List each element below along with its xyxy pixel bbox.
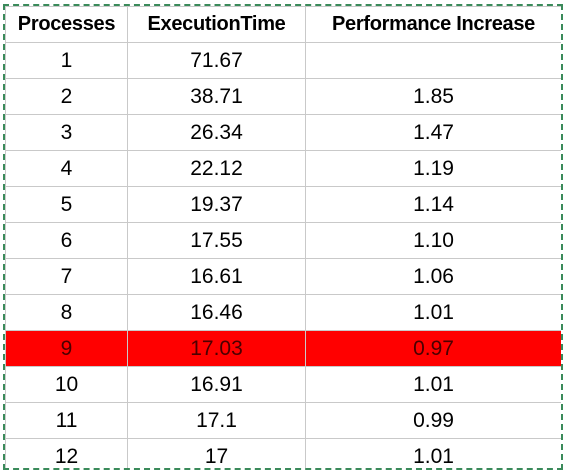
cell-performance-increase[interactable]: 1.01 (305, 366, 561, 403)
table-row: 2 38.71 1.85 (5, 78, 561, 115)
table-row: 5 19.37 1.14 (5, 186, 561, 223)
cell-performance-increase[interactable] (305, 42, 561, 79)
cell-execution-time[interactable]: 22.12 (127, 150, 306, 187)
cell-processes[interactable]: 9 (5, 330, 128, 367)
table-row: 11 17.1 0.99 (5, 402, 561, 439)
cell-performance-increase[interactable]: 1.14 (305, 186, 561, 223)
cell-processes[interactable]: 7 (5, 258, 128, 295)
table-row-highlighted: 9 17.03 0.97 (5, 330, 561, 367)
cell-execution-time[interactable]: 17.1 (127, 402, 306, 439)
cell-execution-time[interactable]: 17.03 (127, 330, 306, 367)
cell-execution-time[interactable]: 26.34 (127, 114, 306, 151)
cell-processes[interactable]: 11 (5, 402, 128, 439)
cell-processes[interactable]: 5 (5, 186, 128, 223)
table-row: 4 22.12 1.19 (5, 150, 561, 187)
cell-execution-time[interactable]: 38.71 (127, 78, 306, 115)
table-row: 12 17 1.01 (5, 438, 561, 468)
table-row: 7 16.61 1.06 (5, 258, 561, 295)
table-row: 3 26.34 1.47 (5, 114, 561, 151)
header-performance-increase[interactable]: Performance Increase (305, 6, 561, 43)
cell-processes[interactable]: 10 (5, 366, 128, 403)
header-row: Processes ExecutionTime Performance Incr… (5, 6, 561, 43)
cell-execution-time[interactable]: 17 (127, 438, 306, 468)
table-row: 1 71.67 (5, 42, 561, 79)
cell-performance-increase[interactable]: 1.01 (305, 294, 561, 331)
header-execution-time[interactable]: ExecutionTime (127, 6, 306, 43)
cell-processes[interactable]: 1 (5, 42, 128, 79)
cell-performance-increase[interactable]: 1.47 (305, 114, 561, 151)
cell-processes[interactable]: 3 (5, 114, 128, 151)
cell-execution-time[interactable]: 19.37 (127, 186, 306, 223)
cell-execution-time[interactable]: 16.46 (127, 294, 306, 331)
cell-processes[interactable]: 8 (5, 294, 128, 331)
cell-execution-time[interactable]: 16.91 (127, 366, 306, 403)
spreadsheet-selection[interactable]: Processes ExecutionTime Performance Incr… (3, 4, 563, 470)
cell-performance-increase[interactable]: 1.19 (305, 150, 561, 187)
cell-execution-time[interactable]: 71.67 (127, 42, 306, 79)
cell-processes[interactable]: 12 (5, 438, 128, 468)
data-table: Processes ExecutionTime Performance Incr… (5, 6, 561, 468)
cell-performance-increase[interactable]: 1.01 (305, 438, 561, 468)
cell-performance-increase[interactable]: 1.10 (305, 222, 561, 259)
cell-performance-increase[interactable]: 1.85 (305, 78, 561, 115)
cell-processes[interactable]: 2 (5, 78, 128, 115)
cell-processes[interactable]: 6 (5, 222, 128, 259)
cell-performance-increase[interactable]: 1.06 (305, 258, 561, 295)
table-row: 8 16.46 1.01 (5, 294, 561, 331)
table-row: 10 16.91 1.01 (5, 366, 561, 403)
table-row: 6 17.55 1.10 (5, 222, 561, 259)
header-processes[interactable]: Processes (5, 6, 128, 43)
cell-execution-time[interactable]: 16.61 (127, 258, 306, 295)
cell-processes[interactable]: 4 (5, 150, 128, 187)
cell-performance-increase[interactable]: 0.99 (305, 402, 561, 439)
cell-performance-increase[interactable]: 0.97 (305, 330, 561, 367)
cell-execution-time[interactable]: 17.55 (127, 222, 306, 259)
